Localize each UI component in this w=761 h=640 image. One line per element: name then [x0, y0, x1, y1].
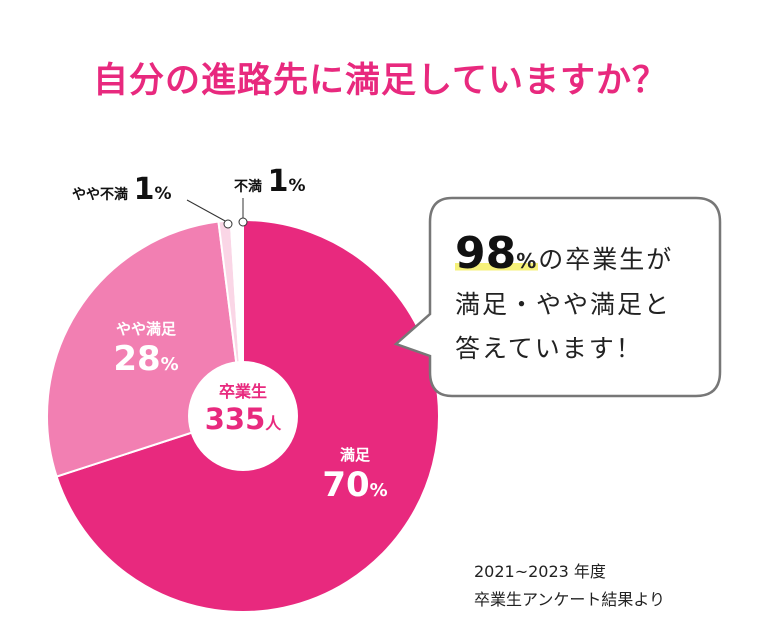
leader-dot-yaya-fuman [223, 219, 233, 229]
slice-category-yaya-manzoku: やや満足 [115, 320, 176, 338]
callout-text: 98%の卒業生が 満足・やや満足と 答えています！ [455, 232, 715, 371]
slice-value-manzoku: 70% [322, 465, 388, 505]
page-title: 自分の進路先に満足していますか？ [93, 61, 668, 101]
callout-line2: 満足・やや満足と [455, 290, 672, 319]
leader-dot-fuman [238, 217, 248, 227]
callout-big-number: 98 [455, 228, 517, 279]
slice-label-yaya-fuman: やや不満 1% [72, 172, 172, 207]
center-label-count: 335人 [204, 402, 282, 436]
source-note: 2021~2023 年度 卒業生アンケート結果より [474, 558, 665, 614]
center-label: 卒業生 335人 [188, 378, 298, 441]
slice-category-fuman: 不満 [234, 179, 262, 195]
slice-label-manzoku: 満足 70% [300, 444, 410, 511]
slice-value-yaya-fuman: 1% [133, 172, 172, 207]
slice-value-fuman: 1% [267, 164, 306, 199]
leader-line-yaya-fuman [186, 199, 228, 223]
source-line1: 2021~2023 年度 [474, 562, 606, 581]
center-hole [188, 361, 298, 471]
slice-category-yaya-fuman: やや不満 [72, 187, 128, 203]
center-label-line1: 卒業生 [218, 382, 267, 401]
slice-label-fuman: 不満 1% [234, 164, 306, 199]
callout-line3: 答えています！ [455, 334, 643, 363]
source-line2: 卒業生アンケート結果より [474, 590, 666, 609]
slice-label-yaya-manzoku: やや満足 28% [86, 318, 206, 385]
slice-category-manzoku: 満足 [339, 446, 370, 464]
slice-value-yaya-manzoku: 28% [113, 339, 179, 379]
callout-line1: 98%の卒業生が [455, 228, 674, 279]
